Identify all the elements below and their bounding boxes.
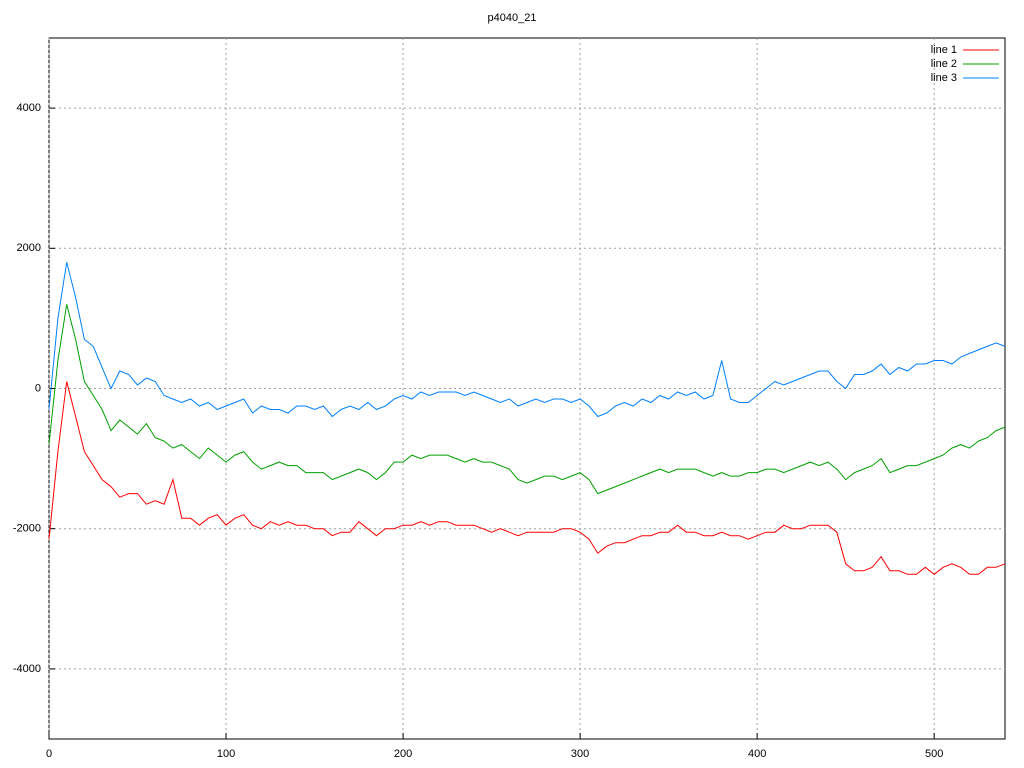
- x-tick-label: 500: [925, 748, 943, 760]
- plot-frame: [48, 37, 1006, 740]
- legend-label: line 2: [931, 58, 957, 70]
- y-tick-label: -4000: [13, 663, 41, 675]
- x-tick-label: 100: [217, 748, 235, 760]
- y-tick-label: 0: [35, 382, 41, 394]
- x-tick-label: 0: [46, 748, 52, 760]
- legend-label: line 1: [931, 44, 957, 56]
- data-line: [48, 381, 1006, 575]
- x-tick-label: 200: [394, 748, 412, 760]
- y-tick-label: 4000: [17, 102, 41, 114]
- y-tick-label: -2000: [13, 523, 41, 535]
- legend-label: line 3: [931, 72, 957, 84]
- y-tick-label: 2000: [17, 242, 41, 254]
- data-line: [48, 262, 1006, 418]
- chart-title: p4040_21: [488, 12, 537, 24]
- x-tick-label: 300: [571, 748, 589, 760]
- x-tick-label: 400: [748, 748, 766, 760]
- data-line: [48, 304, 1006, 495]
